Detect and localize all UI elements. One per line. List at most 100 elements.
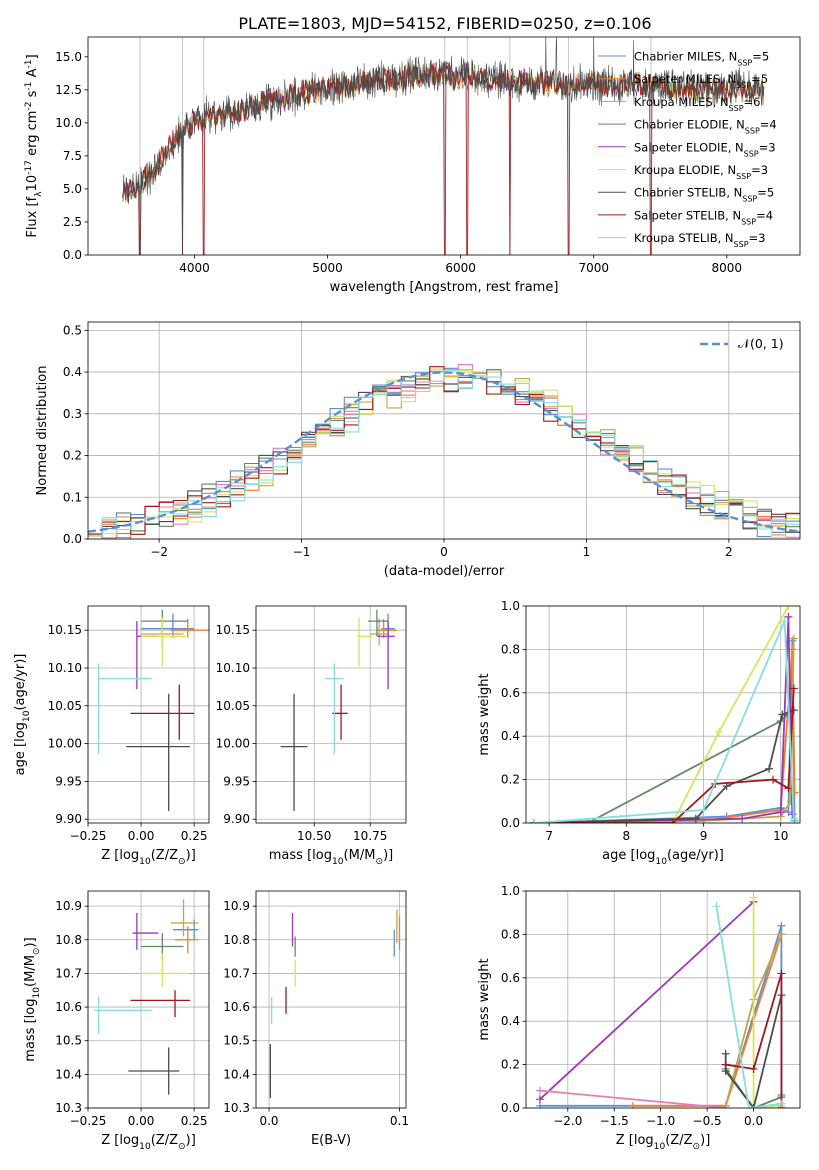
x-axis-label: Z [log10(Z/Z⊙)]: [101, 848, 196, 867]
mass-weight-marker: [749, 1104, 758, 1108]
mass-weight-marker: [789, 684, 798, 693]
mass-weight-marker: [789, 706, 798, 715]
spectrum-panel: 4000 5000 6000 7000 8000 0.0 2.5 5.0 7.5 10.0 12.5…: [24, 36, 801, 295]
x-tick-label: 10.50: [297, 829, 331, 843]
mass-weight-line: [539, 1089, 726, 1108]
mass-weight-marker: [784, 606, 793, 610]
axes-frame: [525, 605, 801, 824]
mass-weight-marker: [535, 1086, 544, 1095]
y-tick-label: 5.0: [63, 182, 82, 196]
x-tick-label: −2.0: [553, 1114, 582, 1128]
y-tick-label: 9.90: [55, 812, 82, 826]
x-tick-label: 10: [773, 829, 788, 843]
x-axis-label: Z [log10(Z/Z⊙)]: [101, 1133, 196, 1152]
y-tick-label: 10.00: [48, 737, 82, 751]
y-tick-label: 10.10: [216, 661, 250, 675]
figure-title: PLATE=1803, MJD=54152, FIBERID=0250, z=0…: [238, 14, 651, 33]
mass-weight-marker: [699, 805, 708, 814]
legend-label: Chabrier STELIB, NSSP=5: [634, 186, 774, 204]
mass-weight-line: [533, 606, 790, 823]
mass-weight-marker: [721, 1104, 730, 1108]
x-tick-label: 7: [545, 829, 553, 843]
y-tick-label: 0.4: [63, 365, 82, 379]
x-tick-label: 0.1: [390, 1114, 409, 1128]
grid: [87, 606, 209, 823]
mass-weight-marker: [529, 819, 538, 823]
x-tick-label: 8000: [712, 261, 743, 275]
y-axis-label: mass weight: [477, 958, 492, 1040]
x-tick-label: 7000: [578, 261, 609, 275]
axes-frame: [255, 605, 407, 824]
mass-weight-line: [533, 688, 795, 823]
error-bar-point: [132, 912, 159, 950]
y-tick-label: 0.8: [501, 642, 520, 656]
y-tick-label: 0.4: [501, 729, 520, 743]
mass-weight-vs-metallicity-panel: −2.0 −1.5 −1.0 −0.5 0.0 0.0 0.2 0.4 0.6 0.8 1.0 Z […: [477, 884, 801, 1152]
y-tick-label: 0.2: [63, 449, 82, 463]
y-tick-label: 10.7: [223, 966, 250, 980]
mass-weight-marker: [768, 775, 777, 784]
y-tick-label: 0.0: [501, 1101, 520, 1115]
legend-label: Chabrier ELODIE, NSSP=4: [634, 118, 777, 136]
mass-weight-marker: [744, 1104, 753, 1108]
mass-weight-marker: [777, 969, 786, 978]
y-axis-label: Flux [fλ10-17 erg cm-2 s-1 A-1]: [24, 54, 44, 237]
y-axis-label: age [log10(age/yr)]: [13, 654, 32, 776]
error-bar-point: [130, 684, 195, 740]
x-tick-label: 0: [440, 545, 448, 559]
spectrum-line: [122, 37, 765, 255]
y-tick-label: 7.5: [63, 149, 82, 163]
mass-weight-marker: [777, 921, 786, 930]
error-bar-point: [367, 609, 389, 637]
y-tick-label: 0.6: [501, 971, 520, 985]
y-tick-label: 15.0: [55, 50, 82, 64]
x-tick-label: 0.0: [744, 1114, 763, 1128]
x-tick-label: 0.25: [181, 829, 208, 843]
mass-weight-marker: [583, 819, 592, 823]
plot-area: [88, 364, 800, 539]
error-bar-point: [376, 621, 395, 690]
y-tick-label: 1.0: [501, 599, 520, 613]
x-tick-label: −0.25: [70, 829, 107, 843]
error-bar-point: [170, 618, 209, 638]
legend-label: 𝒩(0, 1): [738, 336, 784, 351]
x-tick-label: 6000: [445, 261, 476, 275]
y-tick-label: 10.7: [55, 966, 82, 980]
age-vs-mass-panel: 10.50 10.75 9.90 9.95 10.00 10.05 10.10 10.15 ma…: [216, 605, 407, 867]
y-tick-label: 0.0: [63, 248, 82, 262]
x-axis-label: wavelength [Angstrom, rest frame]: [330, 280, 559, 295]
y-tick-label: 0.2: [501, 773, 520, 787]
y-axis-label: mass weight: [477, 673, 492, 755]
mass-weight-marker: [780, 617, 789, 626]
error-bar-point: [370, 618, 389, 646]
y-tick-label: 10.4: [223, 1067, 250, 1081]
legend-label: Kroupa ELODIE, NSSP=3: [634, 163, 768, 181]
mass-weight-line: [725, 973, 783, 1108]
y-tick-label: 12.5: [55, 83, 82, 97]
error-bar-point: [141, 609, 188, 637]
axes-frame: [87, 890, 210, 1109]
axes-frame: [87, 605, 210, 824]
mass-weight-marker: [668, 819, 677, 823]
plot-area: [529, 606, 799, 823]
y-tick-label: 10.05: [48, 699, 82, 713]
y-tick-label: 10.6: [223, 1000, 250, 1014]
legend: Chabrier MILES, NSSP=5 Salpeter MILES, NS…: [598, 50, 777, 249]
y-tick-label: 0.6: [501, 686, 520, 700]
y-tick-label: 10.9: [223, 899, 250, 913]
y-tick-label: 0.8: [501, 927, 520, 941]
y-tick-label: 10.9: [55, 899, 82, 913]
x-axis-label: (data-model)/error: [384, 564, 505, 579]
mass-weight-marker: [691, 814, 700, 823]
mass-weight-marker: [721, 1060, 730, 1069]
y-tick-label: 10.00: [216, 737, 250, 751]
mass-weight-line: [533, 616, 794, 823]
y-axis-label: Normed distribution: [35, 366, 50, 496]
mass-weight-line: [539, 901, 755, 1100]
error-bar-point: [94, 996, 152, 1034]
x-tick-label: −1: [293, 545, 311, 559]
y-tick-label: 0.0: [501, 816, 520, 830]
x-axis-label: age [log10(age/yr)]: [602, 848, 724, 867]
x-tick-label: 1: [583, 545, 591, 559]
error-bar-point: [280, 693, 308, 811]
